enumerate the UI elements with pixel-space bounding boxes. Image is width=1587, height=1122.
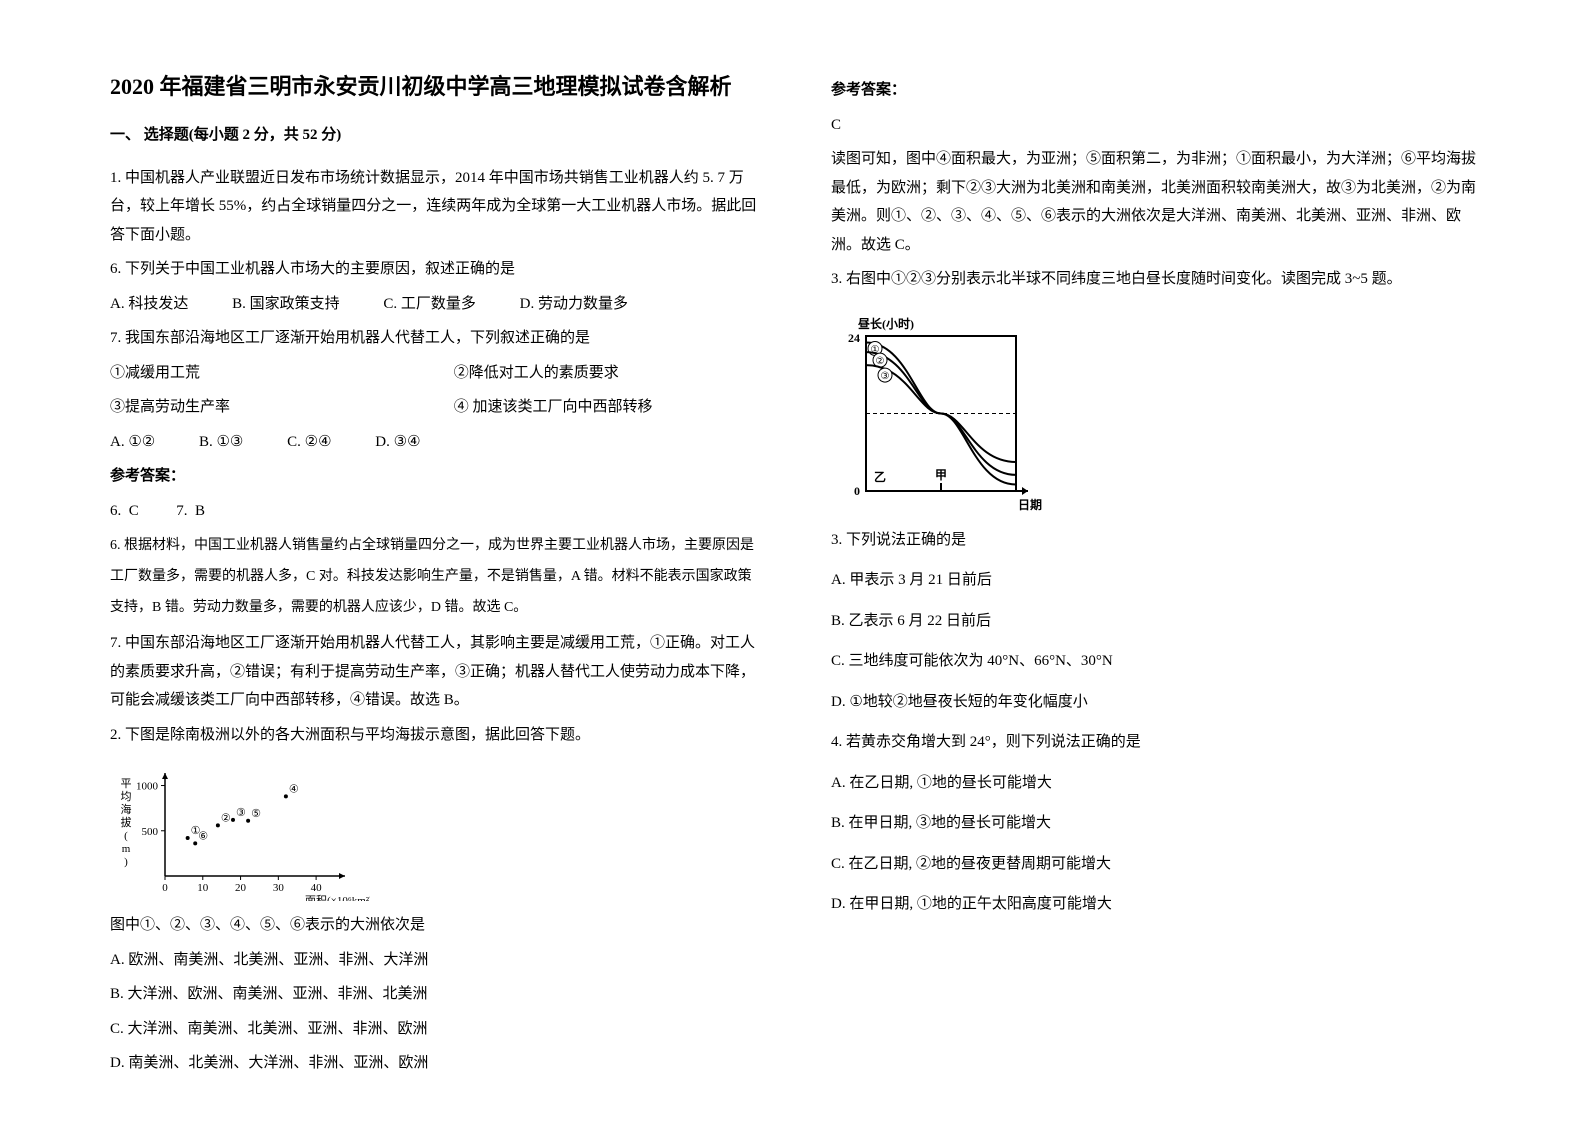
q2-sub: 图中①、②、③、④、⑤、⑥表示的大洲依次是 bbox=[110, 911, 761, 940]
svg-text:③: ③ bbox=[881, 371, 890, 382]
svg-text:海: 海 bbox=[121, 802, 132, 816]
svg-text:1000: 1000 bbox=[136, 781, 159, 793]
q1-items7-row2: ③提高劳动生产率 ④ 加速该类工厂向中西部转移 bbox=[110, 393, 761, 422]
svg-text:0: 0 bbox=[162, 882, 168, 894]
q1-opts7: A. ①② B. ①③ C. ②④ D. ③④ bbox=[110, 428, 761, 457]
svg-text:乙: 乙 bbox=[874, 470, 886, 484]
q3-opt4-a: A. 在乙日期, ①地的昼长可能增大 bbox=[831, 769, 1482, 798]
q1-answers: 6. C 7. B bbox=[110, 497, 761, 526]
q3-opt4-b: B. 在甲日期, ③地的昼长可能增大 bbox=[831, 809, 1482, 838]
opt-c: C. 工厂数量多 bbox=[383, 290, 476, 319]
q2-opt-b: B. 大洋洲、欧洲、南美洲、亚洲、非洲、北美洲 bbox=[110, 980, 761, 1009]
svg-text:20: 20 bbox=[235, 882, 247, 894]
q1-expl7: 7. 中国东部沿海地区工厂逐渐开始用机器人代替工人，其影响主要是减缓用工荒，①正… bbox=[110, 629, 761, 715]
item1: ①减缓用工荒 bbox=[110, 359, 450, 388]
svg-text:④: ④ bbox=[289, 784, 299, 796]
svg-text:②: ② bbox=[221, 813, 231, 825]
q2-chart: 0102030405001000平均海拔(m)面积(×10⁶km²)①②③④⑤⑥ bbox=[110, 761, 761, 901]
item2: ②降低对工人的素质要求 bbox=[454, 365, 619, 381]
q1-opts6: A. 科技发达 B. 国家政策支持 C. 工厂数量多 D. 劳动力数量多 bbox=[110, 290, 761, 319]
q2-opt-a: A. 欧洲、南美洲、北美洲、亚洲、非洲、大洋洲 bbox=[110, 946, 761, 975]
svg-text:(: ( bbox=[124, 830, 128, 842]
svg-text:30: 30 bbox=[273, 882, 285, 894]
item4: ④ 加速该类工厂向中西部转移 bbox=[454, 399, 653, 415]
q3-opt3-c: C. 三地纬度可能依次为 40°N、66°N、30°N bbox=[831, 647, 1482, 676]
svg-text:40: 40 bbox=[311, 882, 323, 894]
svg-text:24: 24 bbox=[848, 331, 860, 345]
svg-text:③: ③ bbox=[236, 807, 246, 819]
q2-stem: 2. 下图是除南极洲以外的各大洲面积与平均海拔示意图，据此回答下题。 bbox=[110, 721, 761, 750]
q2-opt-c: C. 大洋洲、南美洲、北美洲、亚洲、非洲、欧洲 bbox=[110, 1015, 761, 1044]
q2-opt-d: D. 南美洲、北美洲、大洋洲、非洲、亚洲、欧洲 bbox=[110, 1049, 761, 1078]
opt-a: A. ①② bbox=[110, 428, 155, 457]
opt-a: A. 科技发达 bbox=[110, 290, 188, 319]
q2-expl: 读图可知，图中④面积最大，为亚洲；⑤面积第二，为非洲；①面积最小，为大洋洲；⑥平… bbox=[831, 145, 1482, 259]
q3-opt4-d: D. 在甲日期, ①地的正午太阳高度可能增大 bbox=[831, 890, 1482, 919]
svg-text:平: 平 bbox=[121, 778, 132, 790]
item3: ③提高劳动生产率 bbox=[110, 393, 450, 422]
page-title: 2020 年福建省三明市永安贡川初级中学高三地理模拟试卷含解析 bbox=[110, 70, 761, 103]
q2-answer: C bbox=[831, 111, 1482, 140]
q3-opt3-b: B. 乙表示 6 月 22 日前后 bbox=[831, 607, 1482, 636]
column-left: 2020 年福建省三明市永安贡川初级中学高三地理模拟试卷含解析 一、 选择题(每… bbox=[95, 70, 796, 1082]
q3-stem: 3. 右图中①②③分别表示北半球不同纬度三地白昼长度随时间变化。读图完成 3~5… bbox=[831, 265, 1482, 294]
svg-text:m: m bbox=[122, 843, 131, 855]
opt-b: B. ①③ bbox=[199, 428, 243, 457]
q1-sub6: 6. 下列关于中国工业机器人市场大的主要原因，叙述正确的是 bbox=[110, 255, 761, 284]
answer-label: 参考答案： bbox=[110, 462, 761, 491]
svg-text:昼长(小时): 昼长(小时) bbox=[857, 316, 914, 331]
svg-text:均: 均 bbox=[121, 790, 132, 803]
q1-sub7: 7. 我国东部沿海地区工厂逐渐开始用机器人代替工人，下列叙述正确的是 bbox=[110, 324, 761, 353]
svg-text:500: 500 bbox=[142, 826, 159, 838]
q1-expl6: 6. 根据材料，中国工业机器人销售量约占全球销量四分之一，成为世界主要工业机器人… bbox=[110, 531, 761, 623]
svg-text:拔: 拔 bbox=[121, 815, 132, 829]
opt-d: D. ③④ bbox=[375, 428, 420, 457]
q3-opt3-a: A. 甲表示 3 月 21 日前后 bbox=[831, 566, 1482, 595]
svg-text:10: 10 bbox=[197, 882, 209, 894]
svg-text:): ) bbox=[124, 856, 128, 868]
svg-text:日期: 日期 bbox=[1018, 497, 1042, 512]
column-right: 参考答案： C 读图可知，图中④面积最大，为亚洲；⑤面积第二，为非洲；①面积最小… bbox=[796, 70, 1497, 1082]
q2-answer-label: 参考答案： bbox=[831, 76, 1482, 105]
q3-opt4-c: C. 在乙日期, ②地的昼夜更替周期可能增大 bbox=[831, 850, 1482, 879]
opt-d: D. 劳动力数量多 bbox=[520, 290, 628, 319]
svg-text:甲: 甲 bbox=[935, 468, 947, 482]
svg-text:0: 0 bbox=[854, 484, 860, 498]
q3-opt3-d: D. ①地较②地昼夜长短的年变化幅度小 bbox=[831, 688, 1482, 717]
opt-b: B. 国家政策支持 bbox=[232, 290, 340, 319]
svg-text:面积(×10⁶km²): 面积(×10⁶km²) bbox=[305, 894, 370, 901]
q3-sub4: 4. 若黄赤交角增大到 24°，则下列说法正确的是 bbox=[831, 728, 1482, 757]
scatter-chart-svg: 0102030405001000平均海拔(m)面积(×10⁶km²)①②③④⑤⑥ bbox=[110, 761, 370, 901]
q3-sub3: 3. 下列说法正确的是 bbox=[831, 526, 1482, 555]
line-chart-svg: 240昼长(小时)日期①②③甲乙 bbox=[831, 306, 1051, 516]
opt-c: C. ②④ bbox=[287, 428, 331, 457]
svg-text:⑤: ⑤ bbox=[251, 808, 261, 820]
q1-items7-row1: ①减缓用工荒 ②降低对工人的素质要求 bbox=[110, 359, 761, 388]
section-heading: 一、 选择题(每小题 2 分，共 52 分) bbox=[110, 121, 761, 150]
svg-text:⑥: ⑥ bbox=[198, 831, 208, 843]
q3-chart: 240昼长(小时)日期①②③甲乙 bbox=[831, 306, 1482, 516]
q1-stem: 1. 中国机器人产业联盟近日发布市场统计数据显示，2014 年中国市场共销售工业… bbox=[110, 164, 761, 250]
